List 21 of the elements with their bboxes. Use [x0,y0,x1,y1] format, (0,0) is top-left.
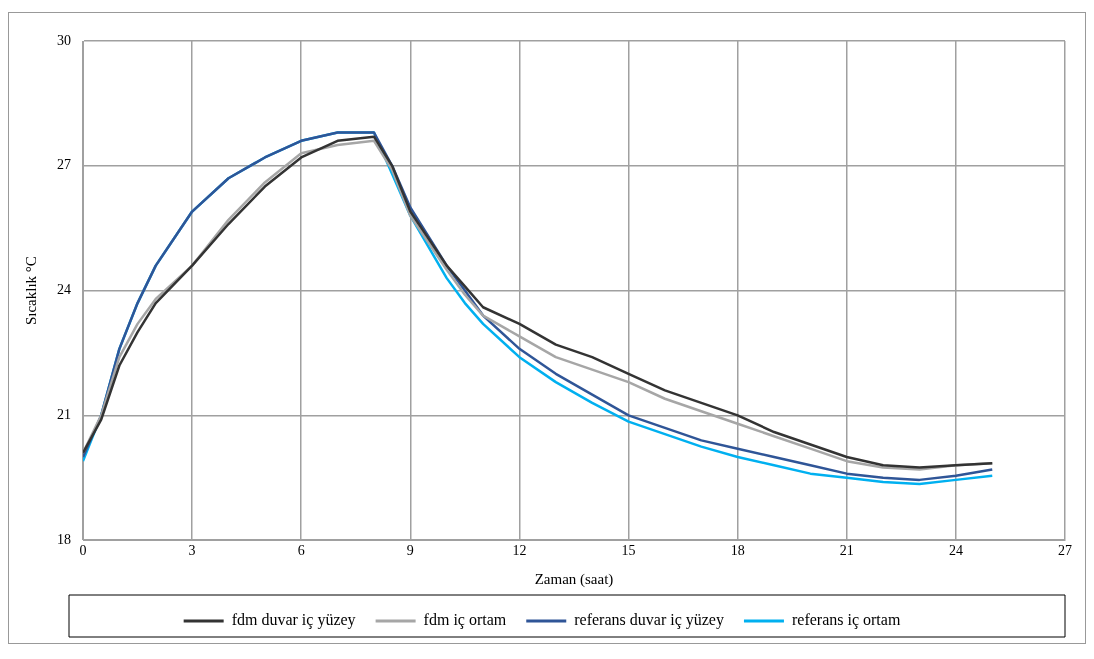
x-tick-label: 21 [839,543,854,559]
x-tick-label: 12 [512,543,527,559]
x-tick-label: 18 [730,543,745,559]
x-axis-title: Zaman (saat) [534,570,614,588]
y-tick-label: 18 [57,531,71,547]
y-tick-label: 27 [57,157,71,173]
y-tick-label: 30 [57,32,71,48]
legend-label: fdm duvar iç yüzey [231,611,356,630]
legend-label: referans iç ortam [791,611,901,630]
x-tick-label: 9 [406,543,414,559]
x-tick-label: 24 [948,543,963,559]
x-tick-label: 0 [79,543,87,559]
x-tick-label: 27 [1058,543,1072,559]
y-axis-title: Sıcaklık °C [22,256,39,326]
x-tick-label: 6 [297,543,305,559]
x-tick-label: 15 [621,543,636,559]
x-tick-label: 3 [188,543,196,559]
legend-label: fdm iç ortam [423,611,507,630]
y-tick-label: 24 [57,282,71,298]
legend-label: referans duvar iç yüzey [574,611,724,630]
y-tick-label: 21 [57,407,71,423]
